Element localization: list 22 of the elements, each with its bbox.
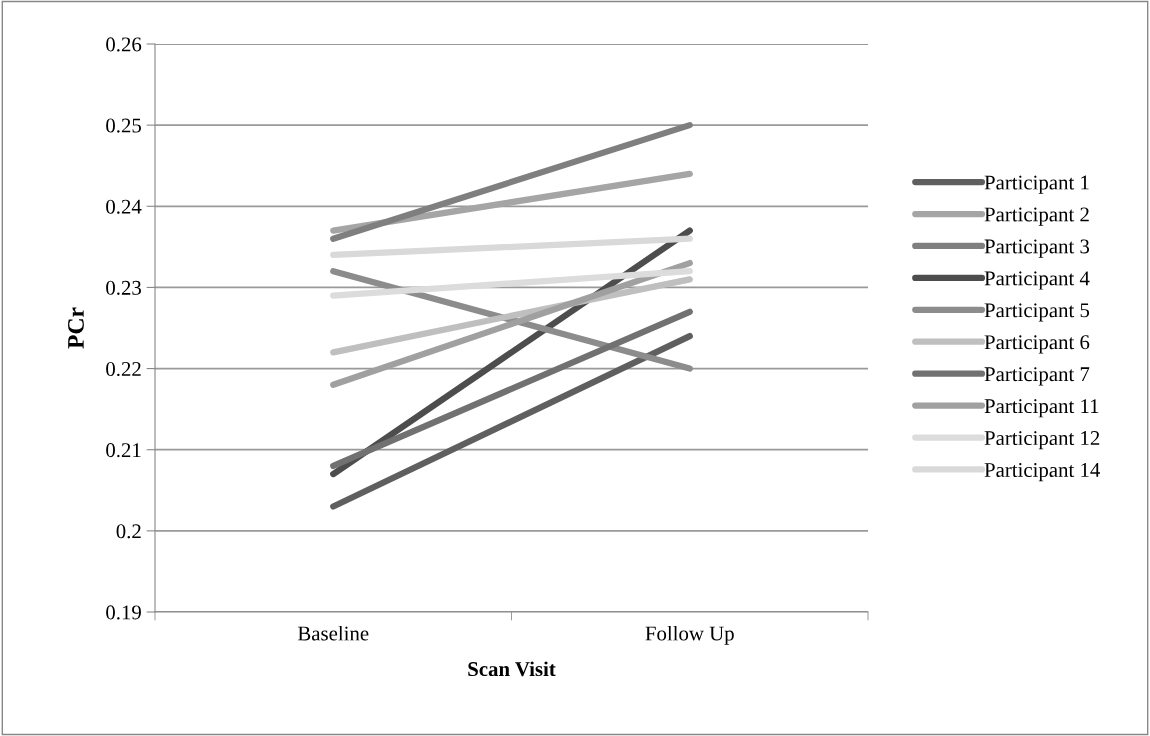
y-tick-label: 0.25 <box>106 118 141 133</box>
y-axis-title: PCr <box>68 307 84 349</box>
legend-label: Participant 11 <box>984 399 1099 418</box>
legend-label: Participant 7 <box>984 367 1090 386</box>
y-tick-label: 0.19 <box>106 605 141 620</box>
y-tick-label: 0.23 <box>106 280 141 295</box>
legend-label: Participant 1 <box>984 175 1089 194</box>
legend-label: Participant 14 <box>984 462 1100 482</box>
legend-label: Participant 3 <box>984 239 1090 258</box>
y-tick-label: 0.22 <box>106 361 141 377</box>
legend-label: Participant 12 <box>984 431 1100 450</box>
legend-label: Participant 2 <box>984 207 1089 226</box>
legend-label: Participant 6 <box>984 335 1090 354</box>
y-tick-label: 0.2 <box>116 524 141 539</box>
x-axis-title: Scan Visit <box>468 661 556 677</box>
x-tick-label: Baseline <box>297 625 369 641</box>
y-tick-label: 0.26 <box>106 37 142 52</box>
legend-label: Participant 5 <box>984 303 1090 322</box>
y-tick-label: 0.24 <box>106 199 142 214</box>
x-tick-label: Follow Up <box>645 625 734 645</box>
y-tick-label: 0.21 <box>106 443 141 458</box>
legend-label: Participant 4 <box>984 271 1090 290</box>
